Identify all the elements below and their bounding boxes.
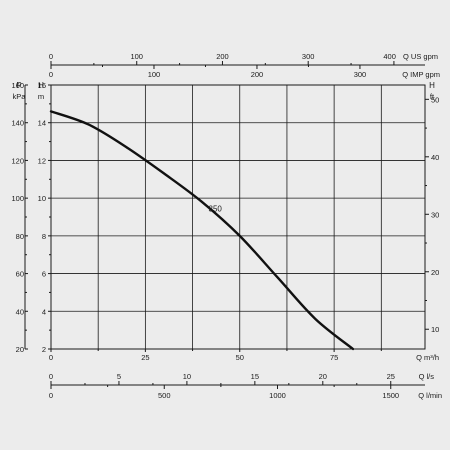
imp-gpm-tick-label: 0 (49, 70, 53, 79)
imp-gpm-tick-label: 300 (354, 70, 367, 79)
h-ft-tick-label: 50 (431, 95, 439, 104)
q-m3h-axis-label: Q m³/h (416, 353, 439, 362)
us-gpm-axis-label: Q US gpm (403, 52, 438, 61)
h-m-axis-unit: m (38, 92, 44, 101)
imp-gpm-axis-label: Q IMP gpm (402, 70, 440, 79)
q-m3h-tick-label: 50 (236, 353, 244, 362)
lmin-tick-label: 1500 (382, 391, 399, 400)
h-m-tick-label: 2 (42, 345, 46, 354)
kpa-axis-symbol: P (16, 81, 21, 90)
curve-label-350: 350 (209, 204, 223, 213)
lmin-axis-label: Q l/min (418, 391, 442, 400)
ls-tick-label: 20 (319, 372, 327, 381)
plot-area: 24681012141620406080100120140160PkPaHm10… (11, 81, 439, 362)
imp-gpm-tick-label: 100 (148, 70, 161, 79)
kpa-tick-label: 120 (11, 156, 24, 165)
ls-tick-label: 5 (117, 372, 121, 381)
imp-gpm-tick-label: 200 (251, 70, 264, 79)
h-ft-tick-label: 30 (431, 210, 439, 219)
ls-tick-label: 15 (251, 372, 259, 381)
us-gpm-tick-label: 400 (383, 52, 396, 61)
ls-tick-label: 10 (183, 372, 191, 381)
lmin-tick-label: 500 (158, 391, 171, 400)
kpa-axis-unit: kPa (13, 92, 27, 101)
q-m3h-tick-label: 0 (49, 353, 53, 362)
lmin-tick-label: 0 (49, 391, 53, 400)
q-m3h-tick-label: 25 (141, 353, 149, 362)
kpa-tick-label: 80 (16, 232, 24, 241)
h-ft-tick-label: 10 (431, 325, 439, 334)
h-m-tick-label: 4 (42, 307, 46, 316)
plot-frame (50, 84, 426, 350)
h-m-tick-label: 10 (38, 194, 46, 203)
performance-curve-350 (49, 110, 355, 351)
h-m-axis-symbol: H (38, 81, 44, 90)
kpa-tick-label: 140 (11, 119, 24, 128)
q-m3h-tick-label: 75 (330, 353, 338, 362)
ls-axis-label: Q l/s (419, 372, 435, 381)
h-m-tick-label: 6 (42, 270, 46, 279)
kpa-tick-label: 100 (11, 194, 24, 203)
h-ft-tick-label: 40 (431, 153, 439, 162)
h-m-tick-label: 16 (38, 81, 46, 90)
kpa-tick-label: 20 (16, 345, 24, 354)
top-axis-imp-gpm: 0 100 200 300 Q IMP gpm (49, 65, 440, 79)
kpa-tick-label: 160 (11, 81, 24, 90)
bottom-axis-lmin: 0 500 1000 1500 Q l/min (49, 385, 442, 400)
kpa-tick-label: 40 (16, 307, 24, 316)
h-m-tick-label: 8 (42, 232, 46, 241)
us-gpm-tick-label: 200 (216, 52, 229, 61)
ls-tick-label: 25 (387, 372, 395, 381)
h-ft-axis-symbol: H (429, 81, 435, 90)
us-gpm-tick-label: 100 (130, 52, 143, 61)
h-ft-axis-unit: ft (430, 92, 435, 101)
h-ft-tick-label: 20 (431, 268, 439, 277)
top-axis-us-gpm: 0 100 200 300 400 Q US gpm (49, 52, 438, 66)
us-gpm-tick-label: 0 (49, 52, 53, 61)
bottom-axis-ls: 0 5 10 15 20 25 Q l/s (49, 372, 435, 386)
kpa-tick-label: 60 (16, 270, 24, 279)
us-gpm-tick-label: 300 (302, 52, 315, 61)
lmin-tick-label: 1000 (269, 391, 286, 400)
h-m-tick-label: 14 (38, 119, 46, 128)
ls-tick-label: 0 (49, 372, 53, 381)
h-m-tick-label: 12 (38, 156, 46, 165)
